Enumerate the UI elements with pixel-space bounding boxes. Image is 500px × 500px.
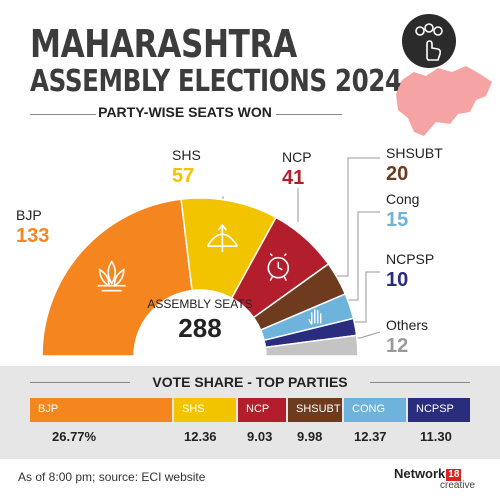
seat-slice-bjp	[41, 198, 193, 357]
vote-value-shs: 12.36	[184, 429, 217, 444]
clock-icon	[267, 253, 290, 282]
label-ncpsp-value: 10	[386, 269, 409, 291]
lotus-icon	[97, 260, 126, 292]
source-note: As of 8:00 pm; source: ECI website	[18, 470, 206, 484]
vote-value-ncp: 9.03	[247, 429, 273, 444]
label-shsubt-name: SHSUBT	[386, 145, 443, 161]
title-line-1: MAHARASHTRA	[30, 22, 297, 66]
title-line-2: ASSEMBLY ELECTIONS 2024	[30, 64, 402, 99]
bow-arrow-icon	[206, 223, 239, 253]
vote-cell-bjp: BJP	[30, 398, 172, 422]
label-shs-name: SHS	[172, 147, 201, 163]
label-others-name: Others	[386, 317, 429, 333]
label-bjp-value: 133	[16, 225, 50, 247]
vote-cell-shsubt: SHSUBT	[288, 398, 342, 422]
vote-value-bjp: 26.77%	[52, 429, 97, 444]
brand-sub: creative	[440, 480, 476, 491]
label-ncpsp-name: NCPSP	[386, 251, 435, 267]
vote-cell-ncpsp: NCPSP	[408, 398, 470, 422]
label-others: Others 12	[386, 318, 428, 356]
label-shs: SHS 57	[172, 148, 201, 186]
voter-hand-icon	[402, 14, 456, 68]
chart-subtitle: PARTY-WISE SEATS WON	[98, 104, 272, 120]
hand-icon	[308, 309, 322, 325]
vote-share-title: VOTE SHARE - TOP PARTIES	[152, 374, 348, 390]
label-shsubt-value: 20	[386, 163, 409, 185]
vote-cell-cong: CONG	[344, 398, 406, 422]
vote-value-ncpsp: 11.30	[420, 429, 452, 444]
label-cong: Cong 15	[386, 192, 419, 230]
subtitle-rule-right	[276, 114, 342, 115]
subtitle-rule-left	[30, 114, 96, 115]
label-ncp: NCP 41	[282, 150, 312, 188]
center-label: ASSEMBLY SEATS 288	[140, 298, 260, 344]
maharashtra-map-icon	[396, 66, 492, 136]
label-shs-value: 57	[172, 165, 195, 187]
label-ncpsp: NCPSP 10	[386, 252, 434, 290]
vote-value-shsubt: 9.98	[297, 429, 323, 444]
label-cong-name: Cong	[386, 191, 420, 207]
label-others-value: 12	[386, 335, 409, 357]
center-label-total: 288	[178, 313, 222, 343]
brand-number: 18	[446, 469, 462, 481]
seat-slice-others	[264, 334, 359, 357]
brand-name: Network	[394, 466, 446, 481]
vote-cell-ncp: NCP	[238, 398, 286, 422]
vote-share-rule-right	[370, 382, 470, 383]
label-ncp-value: 41	[282, 167, 305, 189]
center-label-text: ASSEMBLY SEATS	[147, 297, 253, 311]
vote-value-cong: 12.37	[354, 429, 387, 444]
vote-cell-shs: SHS	[174, 398, 236, 422]
label-ncp-name: NCP	[282, 149, 312, 165]
label-bjp: BJP 133	[16, 208, 49, 246]
vote-share-rule-left	[30, 382, 130, 383]
label-bjp-name: BJP	[16, 207, 42, 223]
label-shsubt: SHSUBT 20	[386, 146, 443, 184]
label-cong-value: 15	[386, 209, 409, 231]
brand-logo: Network 18 creative	[394, 466, 475, 491]
